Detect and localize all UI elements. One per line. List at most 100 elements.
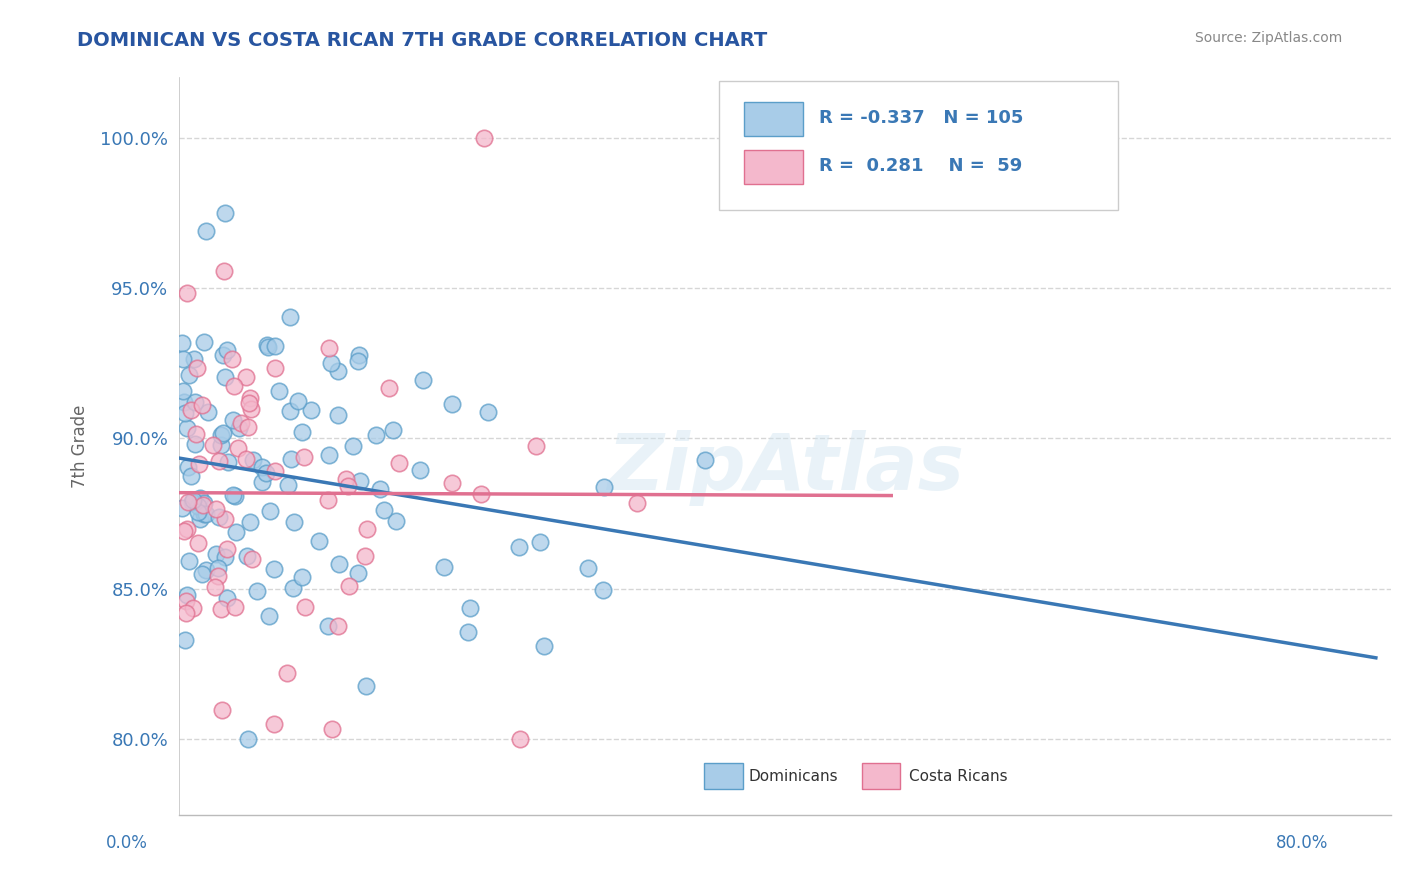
Text: Costa Ricans: Costa Ricans	[908, 769, 1008, 784]
Point	[228, 421, 250, 435]
Y-axis label: 7th Grade: 7th Grade	[72, 404, 89, 488]
Point	[172, 335, 194, 350]
Point	[242, 551, 264, 566]
Point	[212, 425, 235, 440]
Point	[316, 619, 339, 633]
Point	[693, 453, 716, 467]
Point	[195, 563, 218, 577]
Point	[188, 458, 211, 472]
Point	[364, 428, 387, 442]
Point	[176, 286, 198, 301]
Point	[524, 439, 547, 453]
Point	[318, 449, 340, 463]
Point	[201, 437, 224, 451]
Point	[257, 608, 280, 623]
Point	[176, 421, 198, 435]
FancyBboxPatch shape	[718, 81, 1118, 211]
Point	[592, 583, 614, 598]
Point	[188, 491, 211, 505]
Point	[252, 475, 274, 490]
Point	[214, 512, 236, 526]
Point	[177, 494, 200, 508]
Point	[221, 352, 243, 367]
Point	[231, 416, 253, 430]
Point	[194, 507, 217, 521]
Point	[176, 522, 198, 536]
Point	[183, 351, 205, 366]
Point	[382, 423, 405, 437]
Point	[236, 549, 259, 563]
Point	[264, 464, 287, 478]
Point	[321, 722, 343, 736]
Point	[385, 514, 408, 528]
Point	[294, 600, 316, 615]
Point	[187, 499, 209, 513]
Point	[326, 364, 349, 378]
Point	[224, 489, 246, 503]
Point	[217, 343, 239, 358]
Point	[263, 717, 285, 731]
Point	[222, 488, 245, 502]
Point	[257, 340, 280, 354]
Point	[319, 356, 342, 370]
Point	[173, 394, 195, 409]
FancyBboxPatch shape	[744, 102, 803, 136]
Point	[174, 406, 197, 420]
Point	[287, 394, 309, 409]
Point	[259, 503, 281, 517]
Point	[208, 454, 231, 468]
Point	[191, 567, 214, 582]
Point	[470, 487, 492, 501]
Point	[214, 550, 236, 565]
Point	[347, 566, 370, 580]
Point	[342, 439, 364, 453]
Point	[172, 500, 194, 515]
Point	[246, 584, 269, 599]
Point	[368, 482, 391, 496]
Point	[264, 339, 287, 353]
Point	[264, 360, 287, 375]
Point	[412, 373, 434, 387]
Point	[433, 560, 456, 574]
Point	[441, 475, 464, 490]
Point	[373, 503, 395, 517]
Point	[326, 619, 349, 633]
Point	[308, 534, 330, 549]
Text: R =  0.281    N =  59: R = 0.281 N = 59	[820, 157, 1022, 175]
Point	[172, 384, 194, 398]
Point	[269, 384, 291, 399]
Point	[184, 437, 207, 451]
Point	[236, 419, 259, 434]
Point	[228, 441, 250, 455]
Point	[224, 600, 246, 615]
Point	[209, 427, 232, 442]
Point	[184, 395, 207, 409]
Point	[191, 398, 214, 412]
Point	[187, 505, 209, 519]
Point	[204, 547, 226, 561]
Text: Source: ZipAtlas.com: Source: ZipAtlas.com	[1195, 31, 1343, 45]
Point	[181, 601, 204, 615]
Text: R = -0.337   N = 105: R = -0.337 N = 105	[820, 109, 1024, 127]
Point	[224, 378, 246, 392]
Point	[354, 679, 377, 693]
Point	[186, 361, 208, 376]
Point	[208, 509, 231, 524]
Point	[472, 130, 495, 145]
Point	[207, 569, 229, 583]
Text: 80.0%: 80.0%	[1277, 834, 1329, 852]
Point	[508, 540, 530, 554]
Point	[209, 438, 232, 452]
Point	[378, 381, 401, 395]
Point	[242, 453, 264, 467]
Point	[173, 524, 195, 539]
Point	[187, 535, 209, 549]
Point	[205, 501, 228, 516]
Point	[181, 493, 204, 508]
Point	[177, 368, 200, 382]
Point	[217, 455, 239, 469]
Point	[477, 405, 499, 419]
Point	[217, 542, 239, 557]
Point	[214, 370, 236, 384]
Point	[335, 472, 357, 486]
